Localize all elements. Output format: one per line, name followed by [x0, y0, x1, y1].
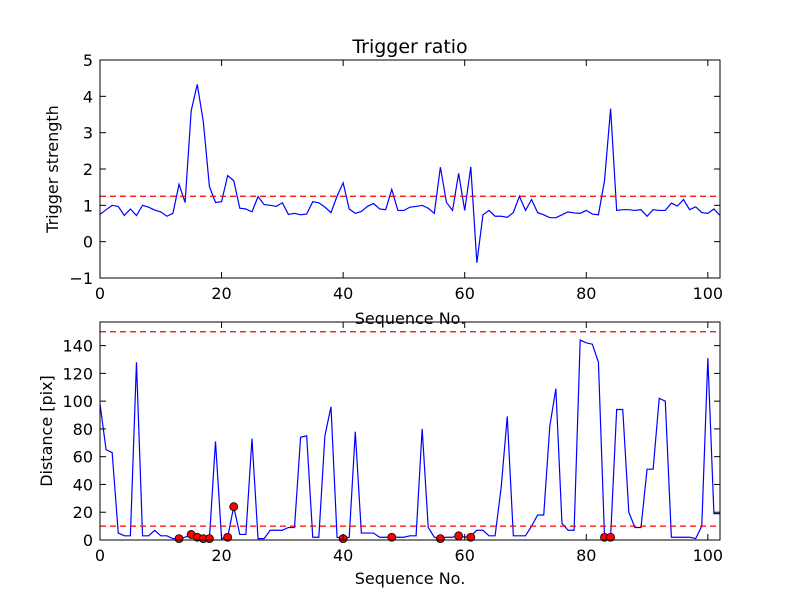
y-tick-label-1-2: 40	[73, 475, 93, 494]
x-tick-label-1-2: 40	[333, 546, 353, 565]
y-tick-label-0-5: 4	[83, 87, 93, 106]
y-tick-label-1-6: 120	[62, 364, 93, 383]
x-tick-label-0-2: 40	[333, 284, 353, 303]
marker-point-11	[466, 532, 476, 542]
y-tick-label-0-4: 3	[83, 124, 93, 143]
x-tick-label-1-1: 20	[211, 546, 231, 565]
bottom-y-axis-label: Distance [pix]	[37, 375, 56, 487]
top-series-group	[99, 84, 721, 263]
x-tick-label-0-3: 60	[455, 284, 475, 303]
y-tick-label-0-6: 5	[83, 51, 93, 70]
y-tick-label-0-0: −1	[69, 269, 93, 288]
x-tick-label-1-3: 60	[455, 546, 475, 565]
marker-point-8	[387, 532, 397, 542]
y-tick-label-1-5: 100	[62, 392, 93, 411]
top-x-axis-label: Sequence No.	[355, 309, 466, 328]
series-line-0-0	[99, 84, 721, 263]
x-tick-label-0-0: 0	[95, 284, 105, 303]
top-chart-title: Trigger ratio	[351, 36, 467, 58]
marker-point-9	[435, 534, 445, 544]
x-tick-label-1-4: 80	[576, 546, 596, 565]
bottom-x-axis-label: Sequence No.	[355, 569, 466, 588]
y-tick-label-1-1: 20	[73, 503, 93, 522]
x-tick-label-1-5: 100	[693, 546, 724, 565]
marker-point-4	[205, 534, 214, 544]
y-tick-label-1-3: 60	[73, 448, 93, 467]
marker-point-6	[229, 502, 239, 512]
y-tick-label-0-3: 2	[83, 160, 93, 179]
bottom-plot-frame	[99, 321, 721, 541]
bottom-panel: 0 20 40 60 80 100 0 20 40 60 80 100 120 140 Sequence …	[37, 321, 723, 588]
x-tick-label-0-1: 20	[211, 284, 231, 303]
y-tick-label-1-7: 140	[62, 337, 93, 356]
top-y-axis-label: Trigger strength	[43, 105, 62, 234]
bottom-threshold-group	[100, 331, 720, 527]
x-tick-label-1-0: 0	[95, 546, 105, 565]
marker-point-0	[174, 534, 184, 544]
marker-point-13	[606, 532, 615, 542]
y-tick-label-0-1: 0	[83, 233, 93, 252]
bottom-ticks-group: 0 20 40 60 80 100 0 20 40 60 80 100 120 140	[62, 322, 723, 565]
y-tick-label-0-2: 1	[83, 196, 93, 215]
x-tick-label-0-5: 100	[693, 284, 724, 303]
x-tick-label-0-4: 80	[576, 284, 596, 303]
marker-point-5	[223, 532, 233, 542]
y-tick-label-1-4: 80	[73, 420, 93, 439]
marker-point-10	[454, 531, 464, 541]
bottom-markers-group	[174, 502, 615, 544]
y-tick-label-1-0: 0	[83, 531, 93, 550]
